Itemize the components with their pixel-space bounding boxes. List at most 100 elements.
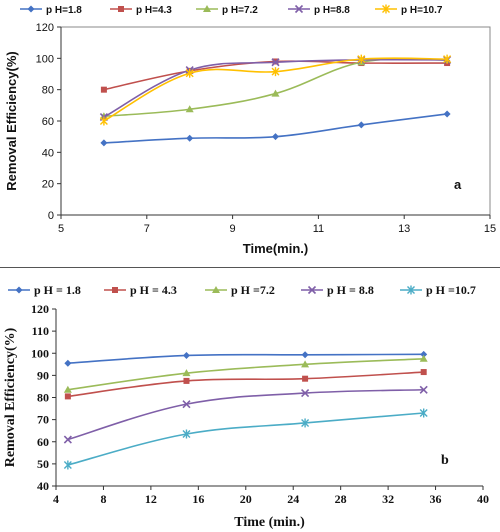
chart-a-data-point bbox=[271, 89, 280, 97]
chart-a-y-tick-label: 60 bbox=[42, 116, 54, 128]
chart-a-series-0 bbox=[100, 110, 451, 147]
chart-a-x-tick-label: 5 bbox=[58, 223, 64, 235]
chart-b-x-tick-label: 4 bbox=[53, 492, 59, 506]
chart-b-data-point bbox=[419, 408, 428, 418]
chart-b-data-point bbox=[419, 385, 428, 394]
chart-b-x-tick-label: 40 bbox=[477, 492, 489, 506]
chart-a: p H=1.8 p H=4.3 p H=7.2 p H=8.8 p H=10.7 0 20 4… bbox=[4, 4, 496, 256]
chart-b-y-tick-label: 90 bbox=[37, 368, 49, 382]
chart-b-legend-label: p H = 1.8 bbox=[34, 283, 81, 297]
chart-a-y-tick-label: 20 bbox=[42, 179, 54, 191]
chart-b-y-axis-label: Removal Efficiency(%) bbox=[3, 327, 18, 467]
chart-b-x-tick-label: 16 bbox=[192, 492, 204, 506]
chart-b-x-tick-label: 20 bbox=[240, 492, 252, 506]
chart-b-legend-label: p H = 8.8 bbox=[327, 283, 374, 297]
chart-a-y-axis-label: Removal Efficiency(%) bbox=[4, 51, 19, 190]
chart-b-series-line bbox=[67, 353, 424, 365]
chart-b-x-tick-label: 12 bbox=[145, 492, 157, 506]
chart-b-y-tick-label: 70 bbox=[37, 413, 49, 427]
chart-b-data-point bbox=[63, 460, 72, 470]
chart-b-legend-label: p H =10.7 bbox=[426, 283, 476, 297]
chart-a-x-tick-label: 7 bbox=[144, 223, 150, 235]
chart-b-data-point bbox=[182, 369, 191, 377]
chart-b-series-3 bbox=[63, 385, 428, 444]
chart-b-data-point bbox=[63, 435, 72, 444]
panel-divider bbox=[0, 267, 500, 268]
chart-a-legend-marker bbox=[27, 5, 35, 13]
chart-a-data-point bbox=[100, 139, 108, 147]
chart-b-data-point bbox=[301, 360, 310, 368]
chart-b-y-tick-label: 80 bbox=[37, 391, 49, 405]
chart-b-data-point bbox=[182, 351, 190, 359]
chart-a-legend-marker bbox=[382, 4, 390, 14]
chart-a-x-tick-label: 13 bbox=[398, 223, 410, 235]
chart-a-data-point bbox=[185, 105, 194, 113]
chart-a-panel-label: a bbox=[454, 177, 462, 192]
chart-b-data-point bbox=[64, 359, 72, 367]
chart-a-legend-label: p H=7.2 bbox=[222, 5, 258, 16]
chart-b-data-point bbox=[64, 393, 71, 400]
chart-b-series-line bbox=[67, 357, 424, 391]
chart-b-series-line bbox=[67, 412, 424, 466]
chart-a-legend-marker bbox=[118, 6, 124, 12]
chart-b-legend-marker bbox=[112, 287, 118, 293]
chart-b-x-tick-label: 24 bbox=[287, 492, 299, 506]
chart-b-x-axis-label: Time (min.) bbox=[234, 515, 305, 530]
chart-a-legend-label: p H=8.8 bbox=[314, 5, 350, 16]
chart-a-data-point bbox=[443, 54, 452, 64]
chart-a-data-point bbox=[99, 116, 108, 126]
chart-b: p H = 1.8 p H = 4.3 p H =7.2 p H = 8.8 p H =… bbox=[3, 283, 489, 530]
chart-b-y-tick-label: 100 bbox=[31, 346, 49, 360]
chart-b-legend-label: p H = 4.3 bbox=[130, 283, 177, 297]
chart-a-legend: p H=1.8 p H=4.3 p H=7.2 p H=8.8 p H=10.7 bbox=[20, 4, 443, 16]
chart-a-series-4 bbox=[99, 54, 452, 126]
chart-a-data-point bbox=[271, 67, 280, 77]
chart-b-y-tick-label: 120 bbox=[31, 302, 49, 316]
chart-b-data-point bbox=[420, 369, 427, 376]
chart-a-y-tick-label: 100 bbox=[36, 53, 54, 65]
chart-b-data-point bbox=[183, 377, 190, 384]
chart-a-plot-area bbox=[60, 26, 491, 216]
chart-b-x-tick-label: 32 bbox=[382, 492, 394, 506]
chart-b-series-line bbox=[67, 371, 424, 398]
chart-a-y-tick-label: 0 bbox=[48, 210, 54, 222]
chart-b-data-point bbox=[301, 351, 309, 359]
chart-b-legend: p H = 1.8 p H = 4.3 p H =7.2 p H = 8.8 p H =… bbox=[8, 283, 476, 297]
chart-a-data-point bbox=[357, 54, 366, 64]
chart-a-x-axis-label: Time(min.) bbox=[243, 241, 309, 256]
chart-b-series-0 bbox=[64, 350, 428, 367]
chart-a-data-point bbox=[100, 86, 107, 93]
chart-b-x-tick-label: 36 bbox=[430, 492, 442, 506]
chart-a-x-tick-label: 9 bbox=[230, 223, 236, 235]
chart-a-data-point bbox=[272, 133, 279, 141]
chart-b-x-tick-label: 8 bbox=[100, 492, 106, 506]
chart-a-series-3 bbox=[99, 55, 452, 122]
chart-b-x-tick-label: 28 bbox=[335, 492, 347, 506]
chart-b-y-tick-label: 40 bbox=[37, 479, 49, 493]
chart-b-data-point bbox=[301, 418, 310, 428]
chart-a-data-point bbox=[443, 110, 451, 118]
chart-b-series-1 bbox=[64, 369, 427, 400]
chart-b-data-point bbox=[63, 385, 72, 393]
chart-b-legend-marker bbox=[407, 285, 415, 295]
chart-a-data-point bbox=[185, 68, 194, 78]
chart-b-y-tick-label: 50 bbox=[37, 457, 49, 471]
chart-a-legend-marker bbox=[203, 5, 211, 12]
chart-a-legend-label: p H=1.8 bbox=[46, 5, 82, 16]
chart-a-legend-label: p H=4.3 bbox=[136, 5, 172, 16]
chart-b-y-tick-label: 110 bbox=[32, 324, 49, 338]
chart-a-data-point bbox=[357, 121, 365, 129]
chart-b-legend-label: p H =7.2 bbox=[231, 283, 275, 297]
chart-b-data-point bbox=[302, 375, 309, 382]
chart-b-data-point bbox=[301, 389, 310, 398]
chart-b-y-tick-label: 60 bbox=[37, 435, 49, 449]
chart-a-y-tick-label: 120 bbox=[36, 22, 54, 34]
chart-b-data-point bbox=[420, 350, 428, 358]
chart-a-data-point bbox=[271, 58, 280, 67]
chart-a-legend-marker bbox=[294, 4, 304, 14]
chart-b-series-line bbox=[67, 388, 424, 441]
chart-a-x-tick-label: 11 bbox=[313, 223, 324, 235]
chart-a-y-tick-label: 80 bbox=[42, 85, 54, 97]
chart-a-y-tick-label: 40 bbox=[42, 147, 54, 159]
chart-a-data-point bbox=[186, 134, 194, 142]
